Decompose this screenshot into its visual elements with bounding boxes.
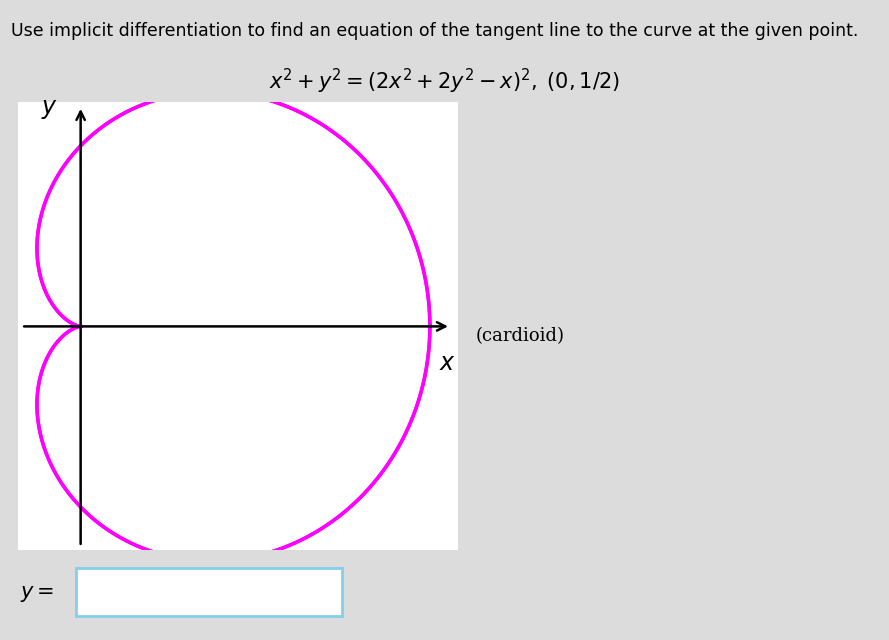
Text: (cardioid): (cardioid) xyxy=(476,327,565,345)
Text: Use implicit differentiation to find an equation of the tangent line to the curv: Use implicit differentiation to find an … xyxy=(11,22,858,40)
Text: $x^2 + y^2 = (2x^2 + 2y^2 - x)^2, \; (0, 1/2)$: $x^2 + y^2 = (2x^2 + 2y^2 - x)^2, \; (0,… xyxy=(269,67,620,97)
Text: $x$: $x$ xyxy=(439,352,456,374)
Text: $y$: $y$ xyxy=(41,98,58,121)
Text: $y =$: $y =$ xyxy=(20,584,54,604)
